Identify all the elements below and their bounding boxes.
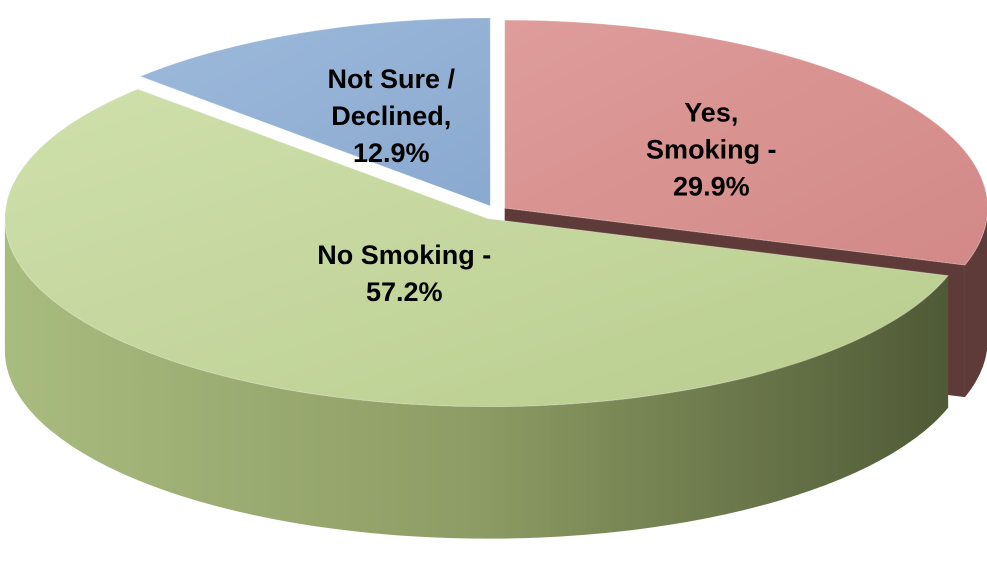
slice-label-line: Smoking - <box>646 134 777 164</box>
slice-label-line: Declined, <box>331 101 451 131</box>
pie-slice-side-0 <box>964 217 987 398</box>
pie-slice-2 <box>138 17 491 207</box>
slice-label-line: 29.9% <box>673 171 750 201</box>
slice-label-line: 12.9% <box>353 138 430 168</box>
slice-label-line: No Smoking - <box>317 240 491 270</box>
slice-label-2: Not Sure / Declined, 12.9% <box>327 64 455 168</box>
slice-label-1: No Smoking - 57.2% <box>317 240 491 307</box>
pie-labels: Yes, Smoking - 29.9% No Smoking - 57.2% Not S… <box>317 64 776 307</box>
pie-slice-0 <box>504 19 987 266</box>
pie-slices <box>4 17 987 539</box>
slice-label-0: Yes, Smoking - 29.9% <box>646 97 777 201</box>
pie-slice-side-1 <box>4 218 949 539</box>
slice-label-line: Not Sure / <box>327 64 455 94</box>
slice-label-line: 57.2% <box>366 277 443 307</box>
slice-label-line: Yes, <box>684 97 738 127</box>
pie-slice-1 <box>4 88 950 408</box>
